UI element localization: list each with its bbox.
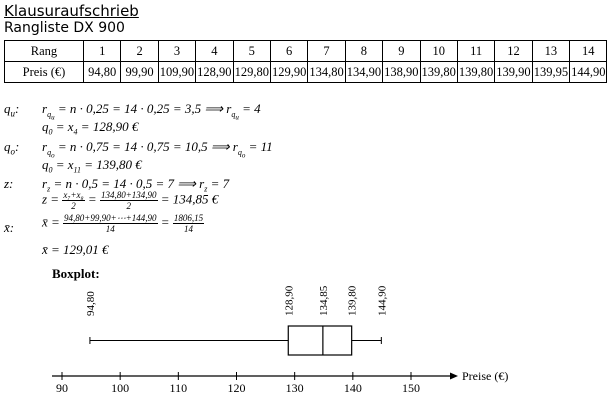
qu-line-1: rqu = n · 0,25 = 14 · 0,25 = 3,5 ⟹ rqu =… [42,101,261,122]
boxplot-value-label: 144,90 [376,285,388,316]
mean-label: x̄: [4,220,15,235]
price-cell: 144,90 [569,61,608,83]
x-tick-label: 150 [402,381,420,395]
rank-cell: 9 [382,40,421,62]
iqr-box [287,325,353,356]
rank-cell: 8 [344,40,384,62]
price-cell: 134,80 [307,61,346,83]
price-cell: 109,90 [157,61,197,83]
x-axis-arrow [450,372,458,380]
price-cell: 134,90 [344,61,384,83]
price-cell: 139,80 [456,61,496,83]
price-cell: 139,95 [531,61,571,83]
mean-line-1: x̄ = 94,80+99,90+⋯+144,90 14 = 1806,15 14 [42,213,205,234]
page-subtitle: Rangliste DX 900 [4,20,125,36]
rank-price-table: Rang 1 2 3 4 5 6 7 8 9 10 11 12 13 14 Preis (€) 94,80… [4,40,608,83]
qo-line-2: q0 = x11 = 139,80 € [42,157,142,175]
rank-cell: 6 [269,40,309,62]
boxplot-value-label: 134,85 [318,285,330,316]
rank-cell: 11 [456,40,496,62]
qu-label: qu: [4,101,20,119]
boxplot-chart: 90 100 110 120 130 140 150 Preise (€) 94,80 128,9… [52,285,508,395]
price-cell: 129,80 [232,61,271,83]
rank-cell: 7 [307,40,346,62]
rank-cell: 4 [195,40,234,62]
x-tick-label: 100 [111,381,129,395]
boxplot-value-label: 139,80 [347,285,359,316]
rank-cell: 3 [157,40,197,62]
boxplot-heading: Boxplot: [52,266,100,281]
price-header: Preis (€) [4,61,84,83]
price-cell: 99,90 [120,61,159,83]
rank-cell: 13 [531,40,571,62]
price-cell: 139,80 [419,61,458,83]
price-cell: 129,90 [269,61,309,83]
qo-line-1: rqo = n · 0,75 = 14 · 0,75 = 10,5 ⟹ rqo … [42,139,273,160]
x-tick-label: 140 [344,381,362,395]
price-cell: 94,80 [82,61,122,83]
x-axis-label: Preise (€) [462,369,508,383]
price-cell: 139,90 [494,61,533,83]
z-line-2: z = x₇+x₈ 2 = 134,80+134,90 2 = 134,85 € [42,190,219,211]
rank-cell: 12 [494,40,533,62]
rank-cell: 1 [82,40,122,62]
x-tick-label: 130 [286,381,304,395]
x-tick-label: 90 [56,381,68,395]
rank-header: Rang [4,40,84,62]
x-tick-label: 110 [170,381,188,395]
x-tick-label: 120 [228,381,246,395]
z-line-1: rz = n · 0,5 = 14 · 0,5 = 7 ⟹ rz = 7 [42,176,230,194]
z-label: z: [4,176,14,191]
rank-cell: 10 [419,40,458,62]
price-cell: 138,90 [382,61,421,83]
qo-label: qo: [4,139,20,157]
page-title: Klausuraufschrieb [4,2,139,20]
mean-line-2: x̄ = 129,01 € [42,242,109,257]
boxplot-value-label: 128,90 [283,285,295,316]
rank-cell: 5 [232,40,271,62]
qu-line-2: q0 = x4 = 128,90 € [42,119,139,137]
rank-cell: 14 [569,40,608,62]
boxplot-value-label: 94,80 [85,291,97,316]
rank-cell: 2 [120,40,159,62]
price-cell: 128,90 [195,61,234,83]
